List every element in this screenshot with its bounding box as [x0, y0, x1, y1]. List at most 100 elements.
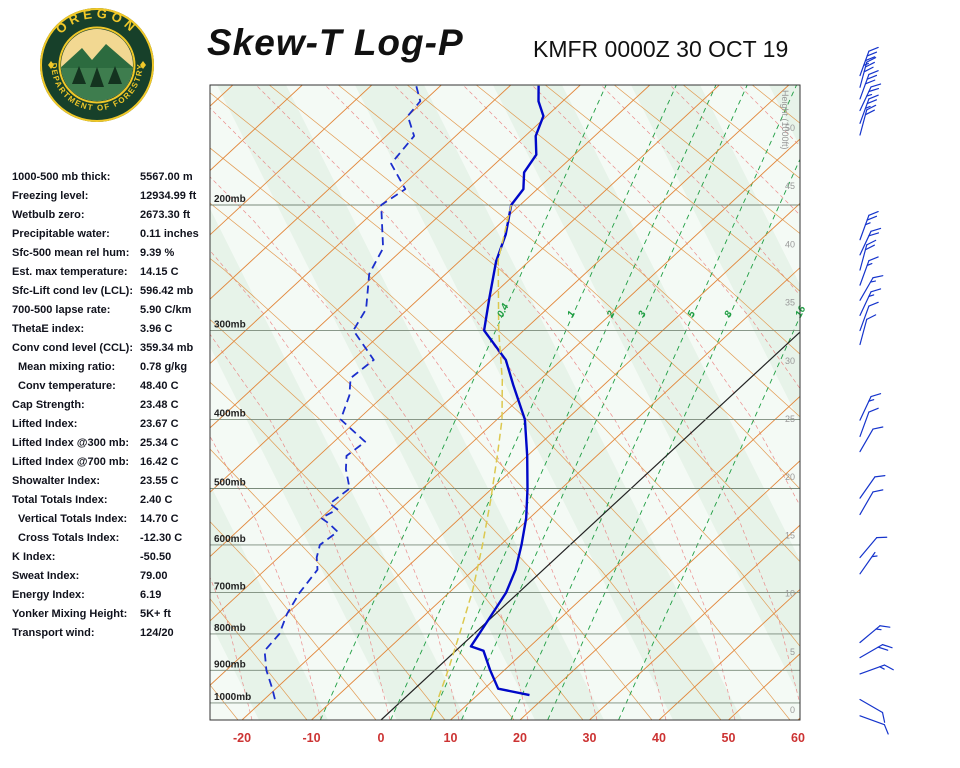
- wind-barb: [859, 314, 877, 346]
- index-row: Yonker Mixing Height: 5K+ ft: [12, 605, 208, 624]
- index-row: 1000-500 mb thick: 5567.00 m: [12, 168, 208, 187]
- index-label: Conv temperature:: [18, 380, 116, 392]
- mixing-ratio-lines: [319, 85, 800, 720]
- height-axis-title: Height (1000ft): [780, 90, 790, 150]
- temp-tick-label: -10: [302, 731, 320, 745]
- index-value: 0.78 g/kg: [140, 361, 188, 373]
- temp-tick-label: 40: [652, 731, 666, 745]
- index-label: 1000-500 mb thick:: [12, 171, 111, 183]
- mixing-ratio-label: 8: [723, 309, 736, 319]
- indices-panel: 1000-500 mb thick: 5567.00 m Freezing leve…: [12, 168, 208, 643]
- mixing-ratio-label: 16: [794, 304, 809, 319]
- wind-barb: [859, 664, 894, 675]
- index-label: Total Totals Index:: [12, 494, 108, 506]
- index-row: ThetaE index: 3.96 C: [12, 320, 208, 339]
- wind-barb: [859, 57, 877, 88]
- index-label: 700-500 lapse rate:: [12, 304, 111, 316]
- tree-icon: [108, 66, 122, 84]
- index-value: 2673.30 ft: [140, 209, 191, 221]
- pressure-label: 1000mb: [214, 692, 251, 703]
- moist-adiabat-lines: [210, 85, 800, 720]
- logo-diamond-left: [48, 61, 54, 69]
- wind-barb: [859, 301, 879, 332]
- wind-barb: [859, 536, 888, 559]
- index-value: 23.55 C: [140, 475, 179, 487]
- index-value: 23.48 C: [140, 399, 179, 411]
- wind-barb: [859, 275, 884, 301]
- wind-barb: [859, 551, 878, 575]
- index-row: Est. max temperature: 14.15 C: [12, 263, 208, 282]
- index-value: 3.96 C: [140, 323, 173, 335]
- index-label: K Index:: [12, 551, 56, 563]
- index-label: Showalter Index:: [12, 475, 101, 487]
- pressure-label: 600mb: [214, 534, 246, 545]
- index-value: 23.67 C: [140, 418, 179, 430]
- temp-tick-label: -20: [233, 731, 251, 745]
- wind-barb: [859, 489, 884, 516]
- tree-icon: [72, 66, 86, 84]
- index-row: Lifted Index @700 mb: 16.42 C: [12, 453, 208, 472]
- index-value: 124/20: [140, 627, 174, 639]
- index-label: Conv cond level (CCL):: [12, 342, 134, 354]
- temperature-axis-labels: -20 -10 0 10 20 30 40 50 60: [233, 731, 805, 745]
- index-row: K Index: -50.50: [12, 548, 208, 567]
- index-row: Sfc-Lift cond lev (LCL): 596.42 mb: [12, 282, 208, 301]
- pressure-label: 400mb: [214, 408, 246, 419]
- index-row: Transport wind: 124/20: [12, 624, 208, 643]
- wind-barb: [859, 227, 882, 256]
- wind-barb: [859, 426, 884, 453]
- index-label: Sfc-Lift cond lev (LCL):: [12, 285, 133, 297]
- temp-tick-label: 0: [378, 731, 385, 745]
- wind-barb: [859, 288, 882, 317]
- temp-tick-label: 60: [791, 731, 805, 745]
- station-datetime: KMFR 0000Z 30 OCT 19: [533, 36, 789, 62]
- height-tick-label: 25: [785, 414, 795, 424]
- index-value: 16.42 C: [140, 456, 179, 468]
- wind-barb: [859, 46, 879, 77]
- temp-tick-label: 30: [583, 731, 597, 745]
- wind-barb: [859, 698, 886, 723]
- wind-barb: [859, 715, 889, 735]
- mixing-ratio-label: 3: [636, 309, 649, 319]
- plot-area: [210, 85, 800, 720]
- odf-logo: OREGON DEPARTMENT OF FORESTRY: [40, 6, 154, 122]
- index-row: Conv cond level (CCL): 359.34 mb: [12, 339, 208, 358]
- logo-diamond-right: [140, 61, 146, 69]
- temp-tick-label: 20: [513, 731, 527, 745]
- wind-barb: [859, 104, 877, 136]
- mixing-ratio-label: 5: [686, 309, 699, 319]
- index-row: Sweat Index: 79.00: [12, 567, 208, 586]
- index-value: 14.70 C: [140, 513, 179, 525]
- index-label: Mean mixing ratio:: [18, 361, 116, 373]
- index-value: 359.34 mb: [140, 342, 194, 354]
- index-row: Lifted Index @300 mb: 25.34 C: [12, 434, 208, 453]
- index-value: 5.90 C/km: [140, 304, 192, 316]
- index-row: Showalter Index: 23.55 C: [12, 472, 208, 491]
- index-value: 25.34 C: [140, 437, 179, 449]
- pressure-label: 900mb: [214, 659, 246, 670]
- wind-barb: [859, 644, 893, 659]
- mixing-ratio-labels: 0.4 1 2 3 5 8 16: [495, 302, 808, 321]
- index-label: Freezing level:: [12, 190, 89, 202]
- index-row: Wetbulb zero: 2673.30 ft: [12, 206, 208, 225]
- index-row: Vertical Totals Index: 14.70 C: [12, 510, 208, 529]
- height-tick-label: 45: [785, 181, 795, 191]
- index-value: 2.40 C: [140, 494, 173, 506]
- pressure-label: 200mb: [214, 194, 246, 205]
- index-label: Lifted Index @300 mb:: [12, 437, 130, 449]
- height-tick-label: 5: [790, 647, 795, 657]
- index-value: 6.19: [140, 589, 162, 601]
- wind-barb: [859, 407, 879, 438]
- wind-barb: [859, 70, 879, 100]
- tree-icon: [90, 67, 104, 87]
- mountains-icon: [61, 44, 133, 70]
- shading-stripes: [210, 85, 800, 720]
- temp-tick-label: 50: [722, 731, 736, 745]
- wind-barb: [859, 393, 882, 421]
- index-label: Vertical Totals Index:: [18, 513, 128, 525]
- pressure-label: 300mb: [214, 319, 246, 330]
- index-value: -12.30 C: [140, 532, 183, 544]
- height-tick-label: 40: [785, 239, 795, 249]
- index-value: -50.50: [140, 551, 172, 563]
